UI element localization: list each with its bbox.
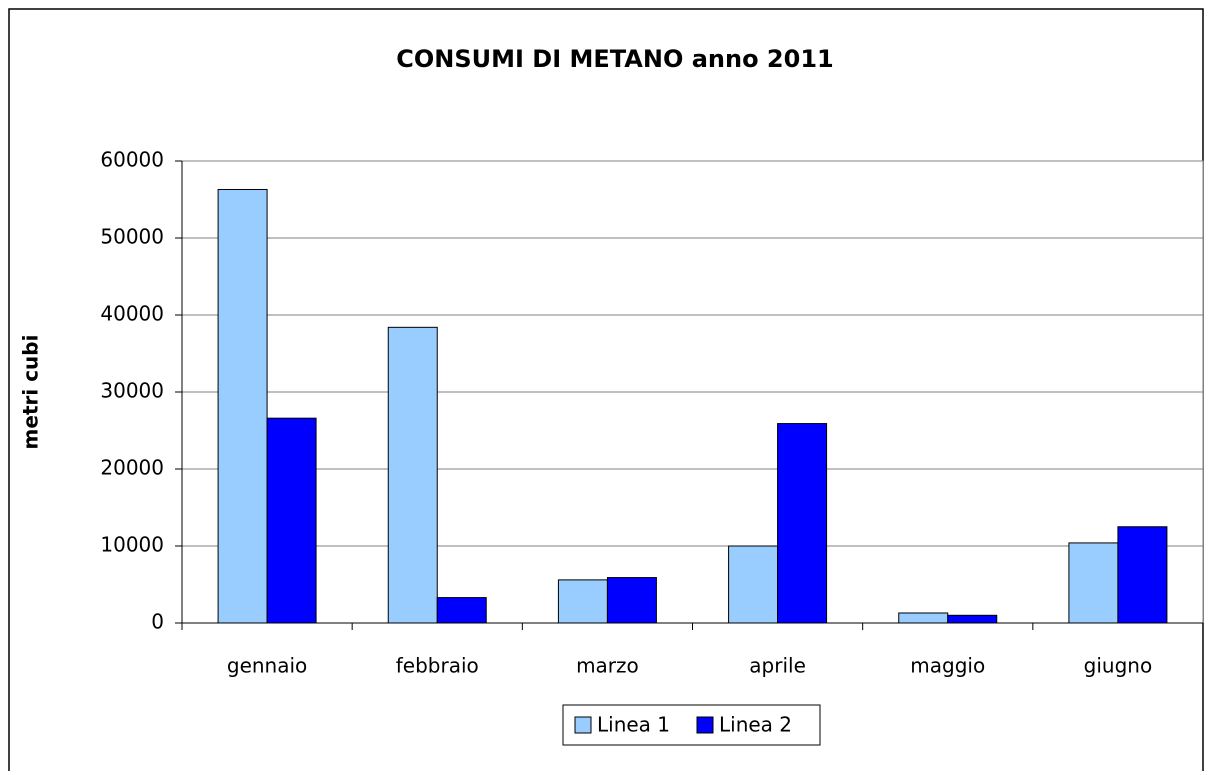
x-tick-label: aprile [749, 654, 806, 678]
legend-label: Linea 1 [597, 713, 670, 737]
x-tick-label: gennaio [227, 654, 307, 678]
y-tick-label: 30000 [100, 379, 164, 403]
y-tick-label: 20000 [100, 456, 164, 480]
chart-title: CONSUMI DI METANO anno 2011 [396, 45, 833, 73]
legend-swatch [574, 716, 592, 734]
bar [557, 579, 608, 624]
legend-swatch [696, 716, 714, 734]
bar [947, 614, 998, 624]
bar [898, 612, 949, 624]
bar [606, 577, 657, 624]
bar [728, 545, 779, 624]
x-tick-label: giugno [1084, 654, 1153, 678]
bar [217, 188, 268, 624]
y-tick-label: 40000 [100, 302, 164, 326]
x-tick-label: maggio [910, 654, 985, 678]
bar [1117, 526, 1168, 624]
bar [266, 417, 317, 624]
y-tick-label: 10000 [100, 533, 164, 557]
y-tick-label: 50000 [100, 225, 164, 249]
x-tick-label: marzo [576, 654, 639, 678]
bar [387, 326, 438, 624]
x-tick-label: febbraio [396, 654, 479, 678]
bar [777, 423, 828, 624]
y-axis-title: metri cubi [19, 335, 43, 450]
bar [1068, 542, 1119, 624]
y-tick-label: 0 [151, 610, 164, 634]
bar [436, 597, 487, 624]
y-tick-label: 60000 [100, 148, 164, 172]
legend-box [562, 704, 821, 746]
legend-label: Linea 2 [719, 713, 792, 737]
